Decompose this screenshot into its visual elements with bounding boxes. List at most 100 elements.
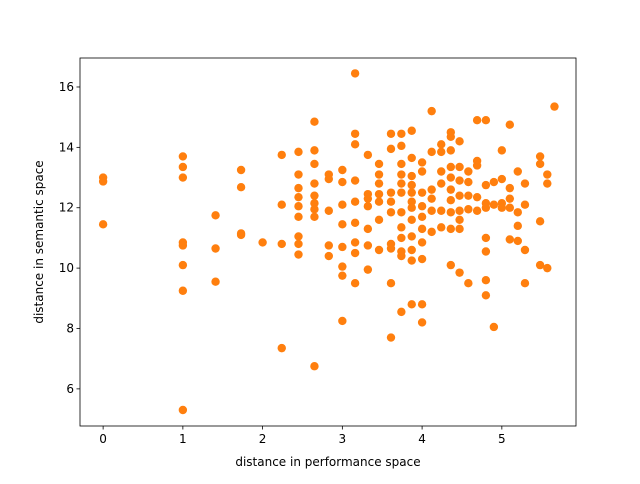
point — [437, 167, 446, 176]
point — [386, 197, 396, 206]
point — [427, 194, 436, 203]
point — [294, 183, 303, 193]
point — [446, 146, 456, 155]
point — [481, 275, 491, 285]
point — [427, 227, 436, 237]
point — [397, 179, 406, 188]
point — [374, 215, 384, 225]
point — [407, 256, 416, 265]
point — [472, 192, 482, 202]
point — [550, 102, 559, 111]
point — [535, 217, 545, 226]
point — [464, 279, 473, 288]
point — [481, 291, 491, 300]
y-tick-label: 10 — [59, 261, 74, 275]
point — [407, 126, 416, 135]
point — [417, 212, 427, 221]
point — [472, 206, 482, 215]
point — [543, 263, 552, 273]
point — [324, 251, 333, 261]
y-tick-label: 12 — [59, 201, 74, 215]
point — [294, 147, 303, 157]
point — [236, 230, 246, 240]
point — [386, 188, 396, 197]
point — [277, 200, 286, 209]
point — [437, 140, 446, 149]
point — [350, 176, 360, 185]
point — [437, 223, 446, 232]
point — [397, 251, 406, 261]
point — [455, 215, 464, 225]
point — [513, 167, 522, 176]
point — [324, 206, 333, 215]
point — [417, 300, 427, 309]
point — [178, 152, 188, 161]
point — [338, 165, 347, 175]
point — [258, 238, 267, 247]
point — [338, 271, 347, 280]
point — [437, 206, 446, 215]
point — [417, 158, 427, 167]
point — [363, 224, 373, 234]
point — [481, 180, 491, 190]
point — [535, 152, 545, 161]
point — [294, 192, 303, 202]
point — [455, 206, 464, 215]
point — [407, 180, 416, 190]
point — [446, 208, 456, 217]
point — [407, 215, 416, 225]
point — [294, 239, 303, 249]
point — [407, 232, 416, 241]
point — [397, 159, 406, 169]
x-tick-label: 4 — [418, 432, 426, 446]
point — [497, 146, 507, 155]
point — [178, 405, 188, 415]
point — [520, 179, 530, 188]
point — [472, 115, 482, 125]
point — [407, 153, 416, 163]
point — [513, 236, 522, 246]
point — [535, 159, 545, 169]
point — [543, 170, 552, 179]
point — [363, 202, 373, 211]
point — [374, 197, 384, 206]
point — [417, 254, 427, 264]
point — [350, 140, 360, 149]
x-tick-label: 5 — [498, 432, 506, 446]
point — [310, 146, 319, 155]
point — [363, 150, 373, 160]
point — [374, 159, 384, 169]
point — [513, 221, 522, 231]
point — [397, 170, 406, 179]
point — [397, 188, 406, 197]
point — [211, 244, 220, 253]
point — [497, 174, 507, 184]
point — [535, 260, 545, 270]
point — [277, 239, 286, 249]
x-tick-label: 0 — [99, 432, 107, 446]
y-axis-label: distance in semantic space — [32, 160, 46, 323]
point — [464, 205, 473, 214]
point — [455, 268, 464, 277]
point — [446, 185, 456, 194]
point — [417, 224, 427, 234]
point — [386, 333, 396, 342]
point — [464, 167, 473, 176]
point — [324, 174, 333, 184]
point — [397, 129, 406, 138]
point — [497, 203, 507, 212]
point — [277, 150, 286, 160]
point — [178, 162, 188, 172]
point — [350, 279, 360, 288]
point — [310, 159, 319, 169]
point — [446, 195, 456, 205]
point — [338, 177, 347, 187]
x-tick-label: 1 — [179, 432, 187, 446]
point — [294, 212, 303, 221]
point — [294, 250, 303, 259]
point — [363, 241, 373, 250]
point — [481, 203, 491, 212]
point — [505, 183, 515, 193]
point — [446, 162, 456, 172]
